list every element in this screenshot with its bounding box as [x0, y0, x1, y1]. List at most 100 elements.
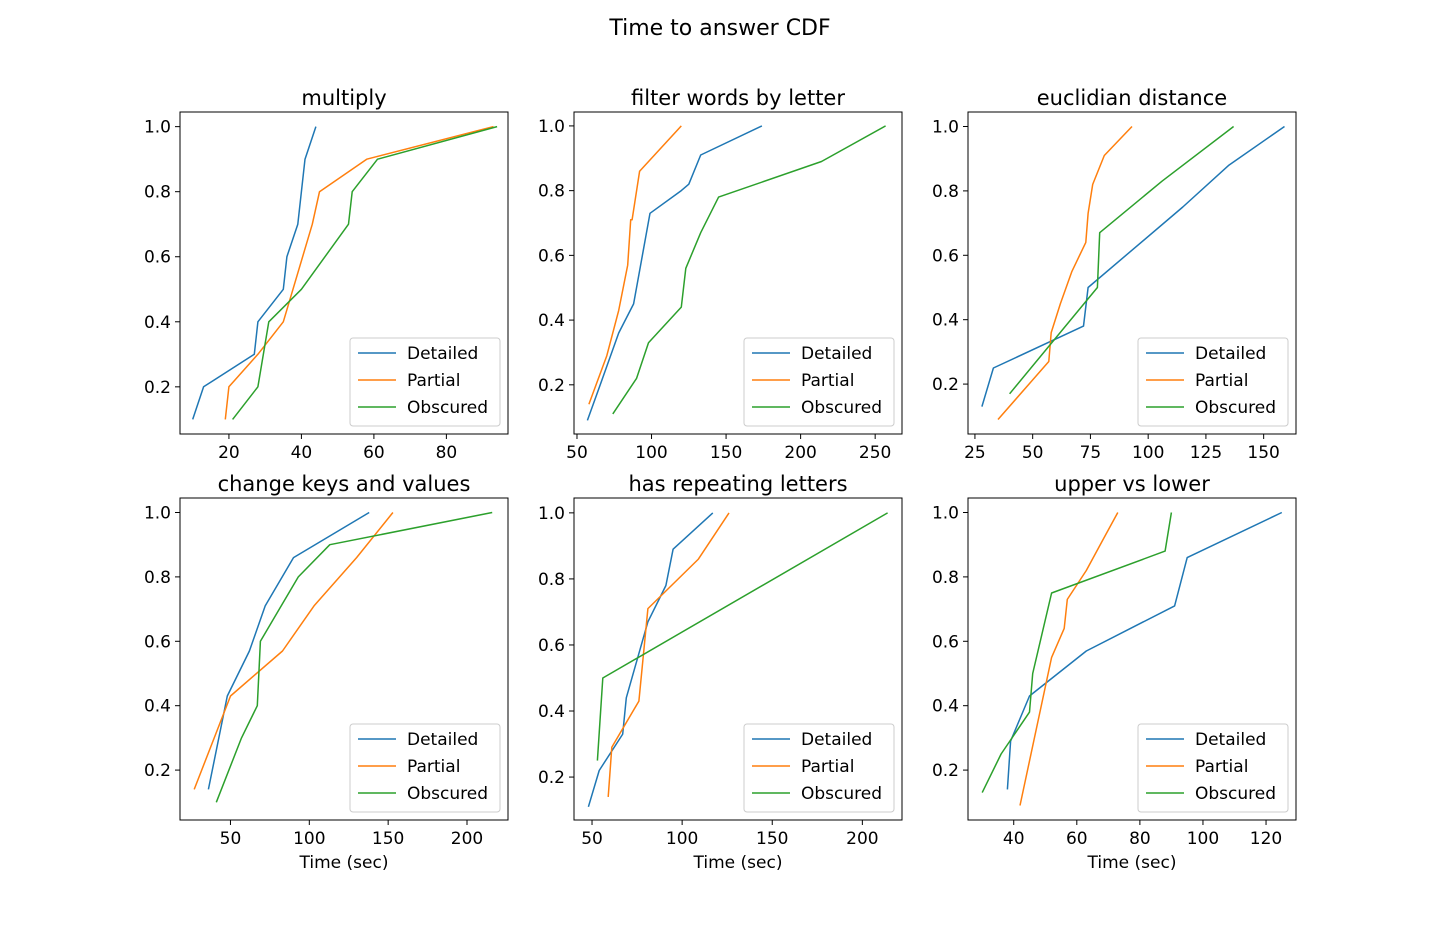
x-tick-label: 80	[436, 443, 458, 463]
y-tick-label: 0.6	[932, 246, 959, 266]
y-tick-label: 0.2	[144, 761, 171, 781]
subplot-4: change keys and values 0.2 0.4 0.6 0.8 1.0 50 1…	[144, 472, 509, 873]
y-tick-label: 0.4	[538, 702, 565, 722]
x-tick-label: 40	[1003, 829, 1025, 849]
y-tick-label: 0.6	[144, 632, 171, 652]
x-tick-label: 50	[220, 829, 242, 849]
y-tick-label: 0.2	[932, 375, 959, 395]
y-tick-label: 0.4	[144, 313, 171, 333]
y-tick-label: 1.0	[144, 118, 171, 138]
series-line-obscured	[981, 512, 1173, 793]
legend-label-partial: Partial	[407, 757, 460, 777]
legend: Detailed Partial Obscured	[743, 723, 895, 813]
subplot-title: filter words by letter	[631, 86, 845, 110]
legend-label-partial: Partial	[407, 371, 460, 391]
series-line-detailed	[191, 126, 317, 420]
y-tick-label: 0.8	[932, 182, 959, 202]
y-tick-label: 1.0	[932, 503, 959, 523]
y-tick-label: 0.2	[144, 378, 171, 398]
y-tick-label: 1.0	[932, 117, 959, 137]
x-tick-label: 50	[566, 443, 588, 463]
x-tick-label: 120	[1250, 829, 1282, 849]
legend-label-obscured: Obscured	[407, 784, 488, 804]
series-line-detailed	[587, 512, 714, 808]
x-tick-label: 60	[1066, 829, 1088, 849]
legend-label-detailed: Detailed	[407, 344, 478, 364]
y-tick-label: 0.2	[538, 376, 565, 396]
y-tick-label: 0.2	[538, 768, 565, 788]
y-tick-label: 0.6	[538, 636, 565, 656]
x-axis-label: Time (sec)	[299, 853, 389, 873]
subplot-1: multiply 0.2 0.4 0.6 0.8 1.0 20 40 60 80 Detailed P…	[144, 86, 509, 463]
subplot-title: multiply	[301, 86, 386, 110]
legend-box	[743, 337, 895, 427]
y-tick-label: 1.0	[538, 117, 565, 137]
series-line-partial	[1019, 512, 1119, 806]
legend-label-detailed: Detailed	[407, 730, 478, 750]
legend-label-detailed: Detailed	[801, 344, 872, 364]
series-line-partial	[224, 125, 494, 420]
x-tick-label: 50	[581, 829, 603, 849]
x-tick-label: 200	[846, 829, 878, 849]
y-tick-label: 1.0	[144, 503, 171, 523]
series-line-detailed	[207, 511, 370, 790]
subplot-title: euclidian distance	[1037, 86, 1227, 110]
series-line-detailed	[981, 125, 1285, 407]
y-tick-label: 0.8	[144, 183, 171, 203]
series-line-partial	[588, 125, 682, 405]
subplot-2: filter words by letter 0.2 0.4 0.6 0.8 1.0 50 1…	[538, 86, 903, 463]
y-tick-label: 1.0	[538, 504, 565, 524]
x-tick-label: 150	[372, 829, 404, 849]
x-tick-label: 80	[1129, 829, 1151, 849]
legend-box	[349, 337, 501, 427]
series-line-obscured	[596, 512, 888, 761]
x-tick-label: 200	[451, 829, 483, 849]
y-tick-label: 0.6	[538, 246, 565, 266]
series-line-partial	[997, 125, 1133, 420]
series-line-obscured	[232, 125, 498, 420]
x-tick-label: 40	[291, 443, 313, 463]
y-tick-label: 0.2	[932, 761, 959, 781]
x-tick-label: 100	[1132, 443, 1164, 463]
legend-label-detailed: Detailed	[801, 730, 872, 750]
legend: Detailed Partial Obscured	[349, 337, 501, 427]
y-tick-label: 0.4	[932, 311, 959, 331]
x-tick-label: 250	[859, 443, 891, 463]
x-tick-label: 150	[756, 829, 788, 849]
series-line-partial	[193, 512, 394, 790]
series-line-detailed	[586, 125, 763, 421]
legend: Detailed Partial Obscured	[1137, 723, 1289, 813]
x-axis-label: Time (sec)	[1087, 853, 1177, 873]
legend: Detailed Partial Obscured	[1137, 337, 1289, 427]
y-tick-label: 0.8	[144, 568, 171, 588]
x-tick-label: 100	[1187, 829, 1219, 849]
subplot-6: upper vs lower 0.2 0.4 0.6 0.8 1.0 40 60 80 100 12…	[932, 472, 1297, 873]
legend-label-obscured: Obscured	[407, 398, 488, 418]
series-line-obscured	[1009, 125, 1235, 395]
legend-label-partial: Partial	[801, 757, 854, 777]
legend-label-obscured: Obscured	[801, 398, 882, 418]
subplot-3: euclidian distance 0.2 0.4 0.6 0.8 1.0 25 50 75 1…	[932, 86, 1297, 463]
series-line-partial	[607, 512, 730, 797]
legend-label-detailed: Detailed	[1195, 730, 1266, 750]
subplot-5: has repeating letters 0.2 0.4 0.6 0.8 1.0 50 10…	[538, 472, 903, 873]
legend-box	[1137, 723, 1289, 813]
legend: Detailed Partial Obscured	[349, 723, 501, 813]
x-tick-label: 75	[1080, 443, 1102, 463]
axes-frame	[967, 497, 1297, 821]
series-line-obscured	[215, 511, 493, 803]
x-tick-label: 125	[1190, 443, 1222, 463]
subplot-grid: multiply 0.2 0.4 0.6 0.8 1.0 20 40 60 80 Detailed P…	[144, 86, 1297, 873]
legend: Detailed Partial Obscured	[743, 337, 895, 427]
x-tick-label: 150	[710, 443, 742, 463]
x-tick-label: 150	[1247, 443, 1279, 463]
axes-frame	[573, 111, 903, 435]
x-tick-label: 25	[964, 443, 986, 463]
axes-frame	[573, 497, 903, 821]
legend-label-obscured: Obscured	[1195, 784, 1276, 804]
legend-label-partial: Partial	[1195, 757, 1248, 777]
y-tick-label: 0.4	[932, 697, 959, 717]
legend-box	[743, 723, 895, 813]
x-tick-label: 100	[293, 829, 325, 849]
